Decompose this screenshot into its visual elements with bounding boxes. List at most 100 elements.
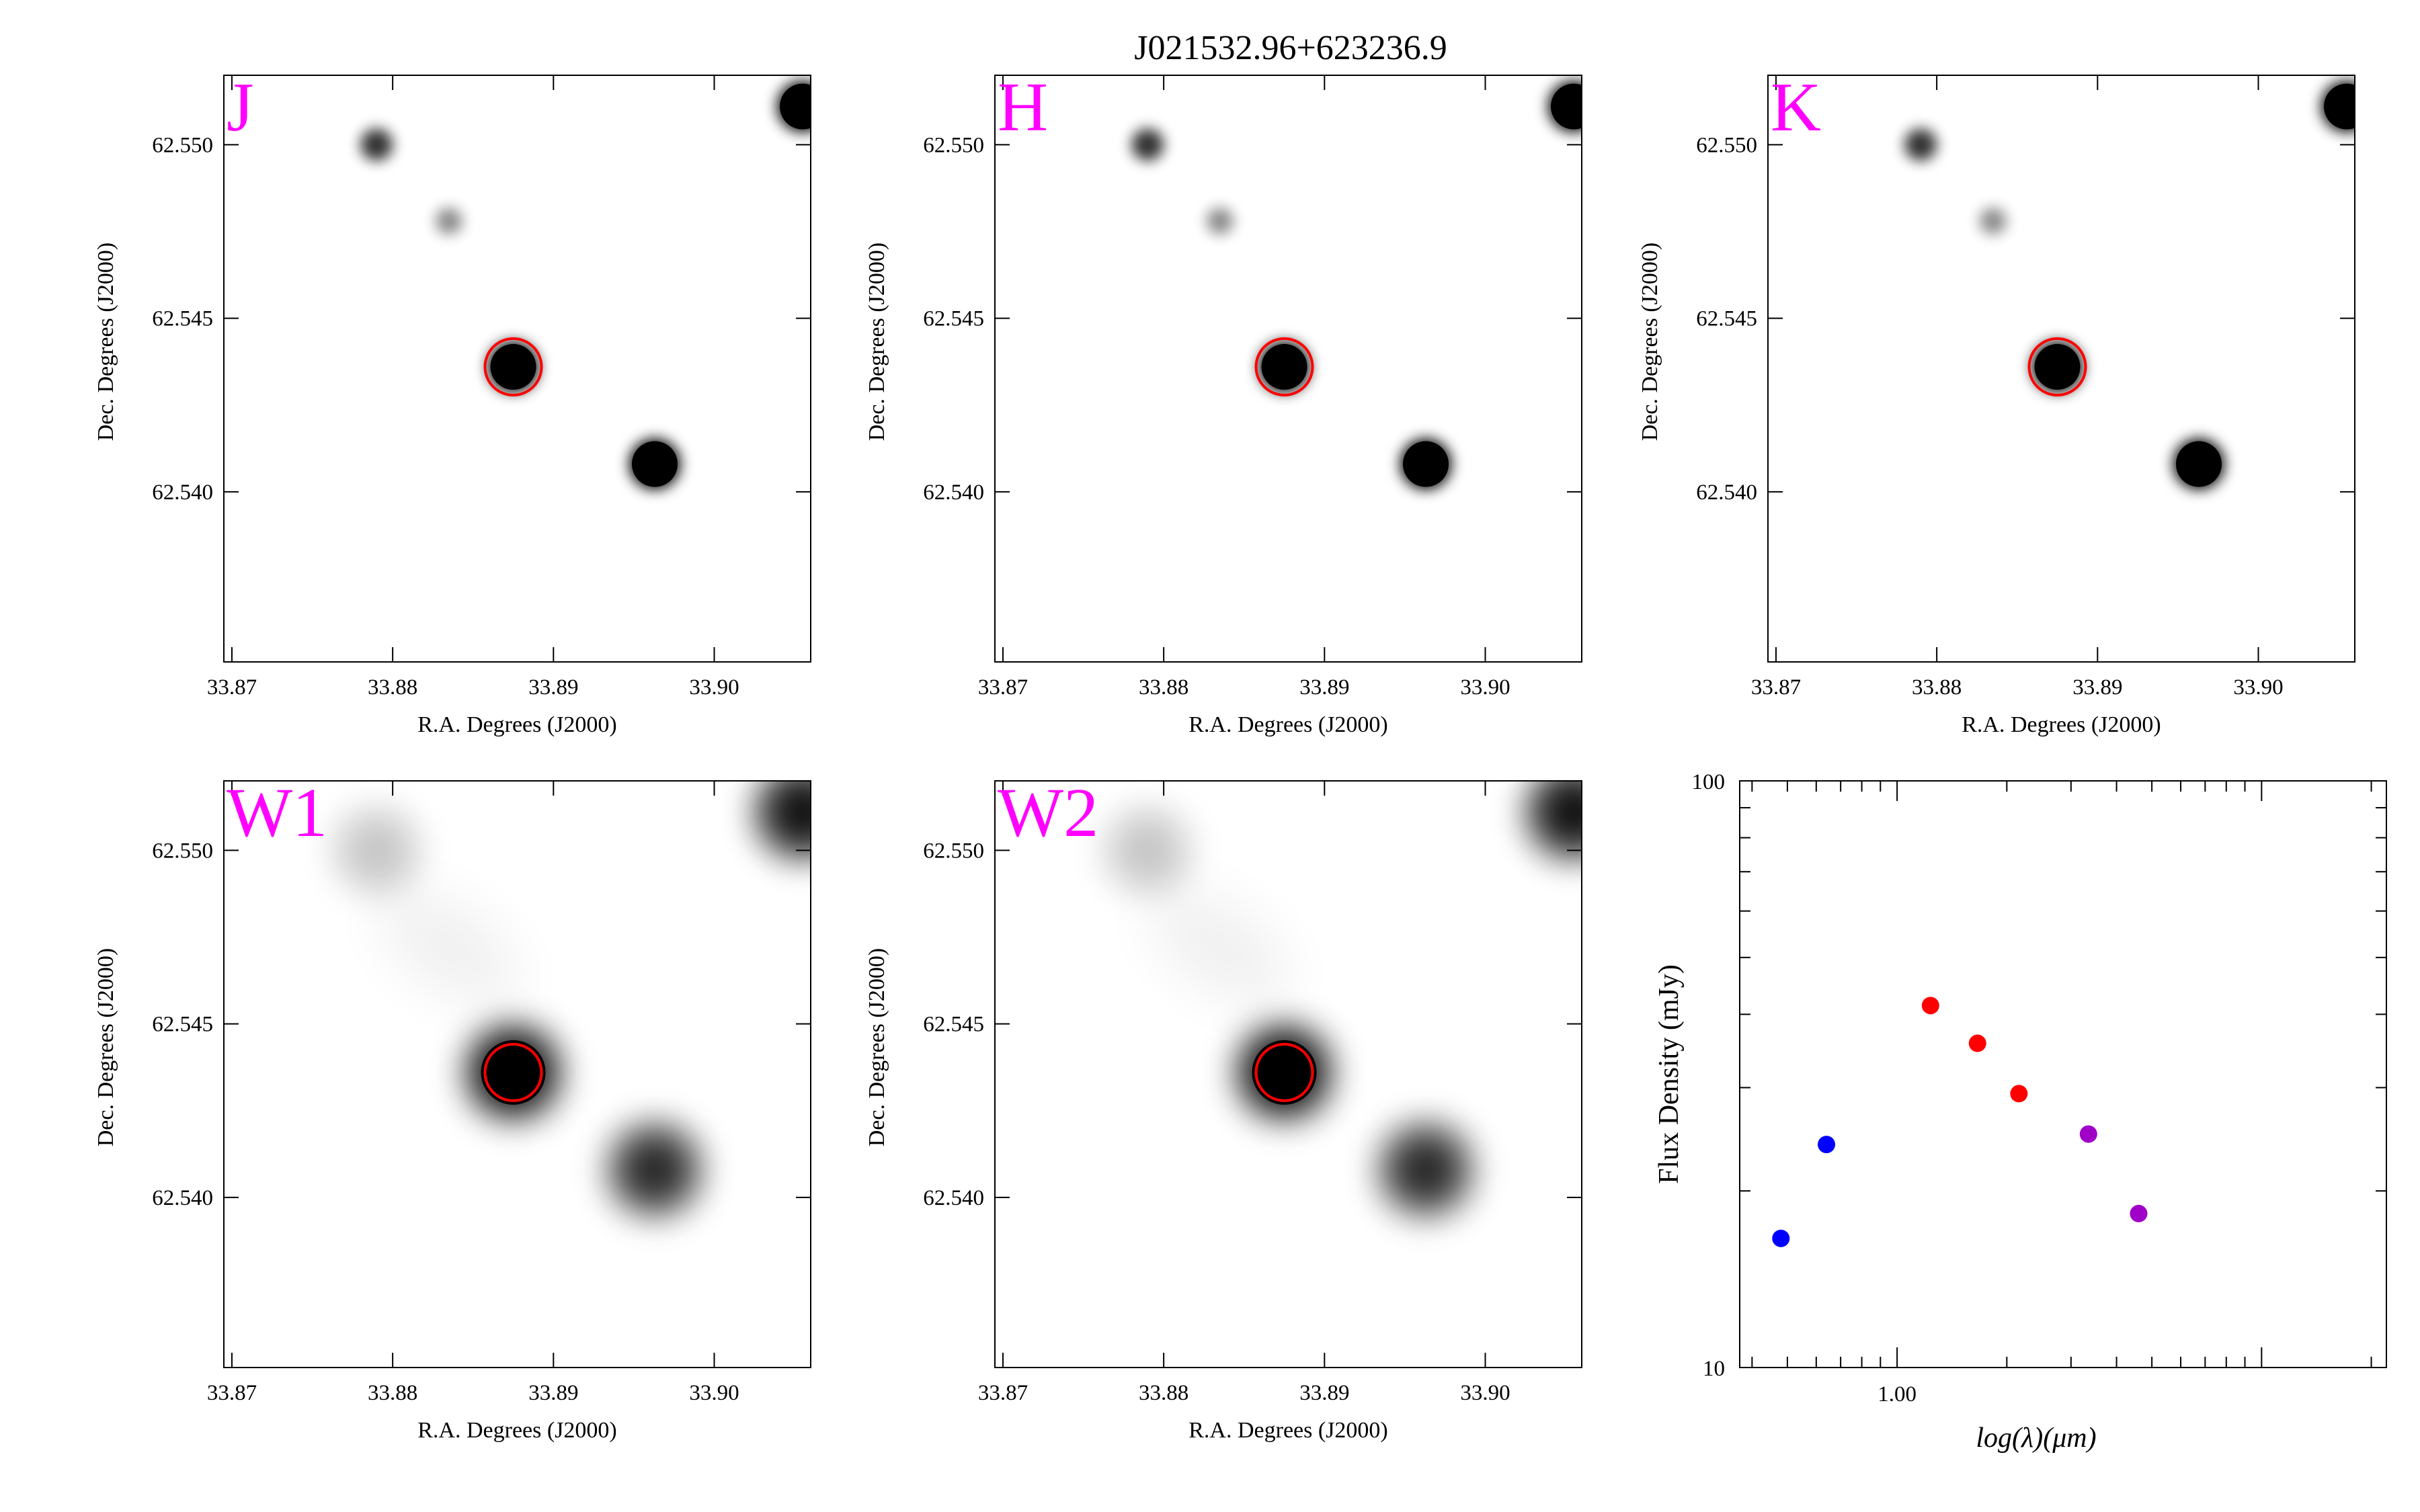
source-2 bbox=[1377, 1121, 1474, 1218]
ra-tick-label: 33.89 bbox=[528, 1381, 578, 1405]
target-circle bbox=[2027, 337, 2087, 396]
source-saturated-core bbox=[1551, 83, 1582, 130]
source-saturated-core bbox=[631, 441, 678, 487]
source-3 bbox=[360, 128, 393, 161]
source-1 bbox=[2027, 337, 2087, 396]
ra-tick-label: 33.89 bbox=[1299, 1381, 1349, 1405]
source-saturated-core bbox=[1402, 441, 1449, 487]
source-3 bbox=[1904, 128, 1937, 161]
x-axis-label: R.A. Degrees (J2000) bbox=[1962, 712, 2161, 737]
source-3 bbox=[1099, 802, 1197, 899]
y-axis-label: Dec. Degrees (J2000) bbox=[93, 243, 118, 442]
ra-tick-label: 33.87 bbox=[978, 675, 1028, 700]
ra-tick-label: 33.89 bbox=[528, 675, 578, 700]
source-4 bbox=[1979, 207, 2007, 235]
sed-panel: 100 10 1.00 Flux Density (mJy) log(λ)(μm) bbox=[1654, 770, 2387, 1454]
ra-tick-label: 33.87 bbox=[1751, 675, 1801, 700]
source-layer bbox=[1099, 781, 1582, 1218]
source-1 bbox=[465, 1023, 562, 1121]
source-5 bbox=[754, 781, 811, 861]
x-tick-label: 1.00 bbox=[1878, 1382, 1917, 1406]
band-label: J bbox=[227, 69, 253, 146]
source-saturated-core bbox=[1261, 343, 1307, 390]
source-layer bbox=[1904, 81, 2355, 490]
source-4 bbox=[1206, 207, 1234, 235]
dec-tick-label: 62.545 bbox=[152, 307, 213, 331]
band-label: W1 bbox=[227, 774, 327, 851]
target-circle bbox=[483, 337, 543, 396]
dec-tick-label: 62.540 bbox=[923, 1186, 984, 1210]
source-saturated-core bbox=[1252, 1040, 1317, 1105]
dec-tick-label: 62.540 bbox=[923, 480, 984, 505]
dec-tick-label: 62.550 bbox=[923, 839, 984, 863]
source-glow bbox=[1979, 207, 2007, 235]
source-5 bbox=[1548, 81, 1582, 132]
data-point bbox=[1968, 1034, 1986, 1052]
data-point bbox=[1921, 997, 1939, 1015]
image-panel-j: 33.87 33.88 33.89 33.90 62.550 62.545 62.540 R.… bbox=[93, 69, 811, 737]
image-panel-h: 33.87 33.88 33.89 33.90 62.550 62.545 62.540 R.… bbox=[864, 69, 1582, 737]
source-saturated-core bbox=[2175, 441, 2222, 487]
data-point bbox=[2079, 1125, 2097, 1143]
x-axis-label: R.A. Degrees (J2000) bbox=[1188, 1418, 1388, 1443]
target-circle bbox=[1254, 337, 1314, 396]
source-core bbox=[341, 815, 412, 886]
diffuse-glow bbox=[1150, 890, 1290, 1005]
ra-tick-label: 33.90 bbox=[2233, 675, 2283, 700]
ra-tick-label: 33.87 bbox=[207, 675, 257, 700]
dec-tick-label: 62.545 bbox=[923, 1013, 984, 1037]
source-glow bbox=[1206, 207, 1234, 235]
image-panel-k: 33.87 33.88 33.89 33.90 62.550 62.545 62.540 R.… bbox=[1638, 69, 2355, 737]
source-3 bbox=[328, 802, 426, 899]
source-core bbox=[768, 781, 811, 847]
ra-tick-label: 33.90 bbox=[1460, 1381, 1510, 1405]
sed-plot-area: 100 10 1.00 Flux Density (mJy) log(λ)(μm) bbox=[1654, 770, 2387, 1454]
source-2 bbox=[629, 438, 680, 490]
band-label: W2 bbox=[998, 774, 1098, 851]
target-circle bbox=[483, 1042, 543, 1102]
source-core bbox=[1539, 781, 1582, 847]
source-core bbox=[1390, 1134, 1461, 1205]
dec-tick-label: 62.550 bbox=[152, 133, 213, 157]
dec-tick-label: 62.540 bbox=[152, 1186, 213, 1210]
dec-tick-label: 62.550 bbox=[152, 839, 213, 863]
source-3 bbox=[1131, 128, 1164, 161]
y-axis-label: Dec. Degrees (J2000) bbox=[864, 243, 889, 442]
ra-tick-label: 33.89 bbox=[2072, 675, 2122, 700]
source-layer bbox=[360, 81, 811, 490]
ra-tick-label: 33.87 bbox=[978, 1381, 1028, 1405]
source-saturated-core bbox=[2034, 343, 2081, 390]
panel-frame bbox=[994, 75, 1582, 663]
ra-tick-label: 33.90 bbox=[689, 1381, 739, 1405]
sed-x-axis-label: log(λ)(μm) bbox=[1976, 1423, 2096, 1454]
data-point bbox=[2130, 1204, 2148, 1222]
dec-tick-label: 62.545 bbox=[152, 1013, 213, 1037]
diffuse-glow bbox=[378, 890, 519, 1005]
source-saturated-core bbox=[2324, 83, 2355, 130]
dec-tick-label: 62.545 bbox=[923, 307, 984, 331]
source-saturated-core bbox=[780, 83, 811, 130]
band-label: K bbox=[1771, 69, 1821, 146]
source-1 bbox=[1236, 1023, 1333, 1121]
data-point bbox=[1772, 1229, 1790, 1247]
source-5 bbox=[777, 81, 811, 132]
source-glow bbox=[1131, 128, 1164, 161]
ra-tick-label: 33.88 bbox=[368, 1381, 417, 1405]
panel-frame bbox=[223, 780, 811, 1368]
dec-tick-label: 62.545 bbox=[1696, 307, 1757, 331]
dec-tick-label: 62.550 bbox=[923, 133, 984, 157]
panel-frame bbox=[994, 780, 1582, 1368]
dec-tick-label: 62.550 bbox=[1696, 133, 1757, 157]
ra-tick-label: 33.90 bbox=[1460, 675, 1510, 700]
dec-tick-label: 62.540 bbox=[152, 480, 213, 505]
source-layer bbox=[328, 781, 811, 1218]
data-point bbox=[2010, 1085, 2028, 1103]
source-2 bbox=[1400, 438, 1451, 490]
source-4 bbox=[435, 207, 462, 235]
dec-tick-label: 62.540 bbox=[1696, 480, 1757, 505]
image-panel-w1: 33.87 33.88 33.89 33.90 62.550 62.545 62.540 R.… bbox=[93, 774, 811, 1443]
source-core bbox=[619, 1134, 690, 1205]
source-saturated-core bbox=[490, 343, 536, 390]
panel-frame bbox=[1767, 75, 2355, 663]
